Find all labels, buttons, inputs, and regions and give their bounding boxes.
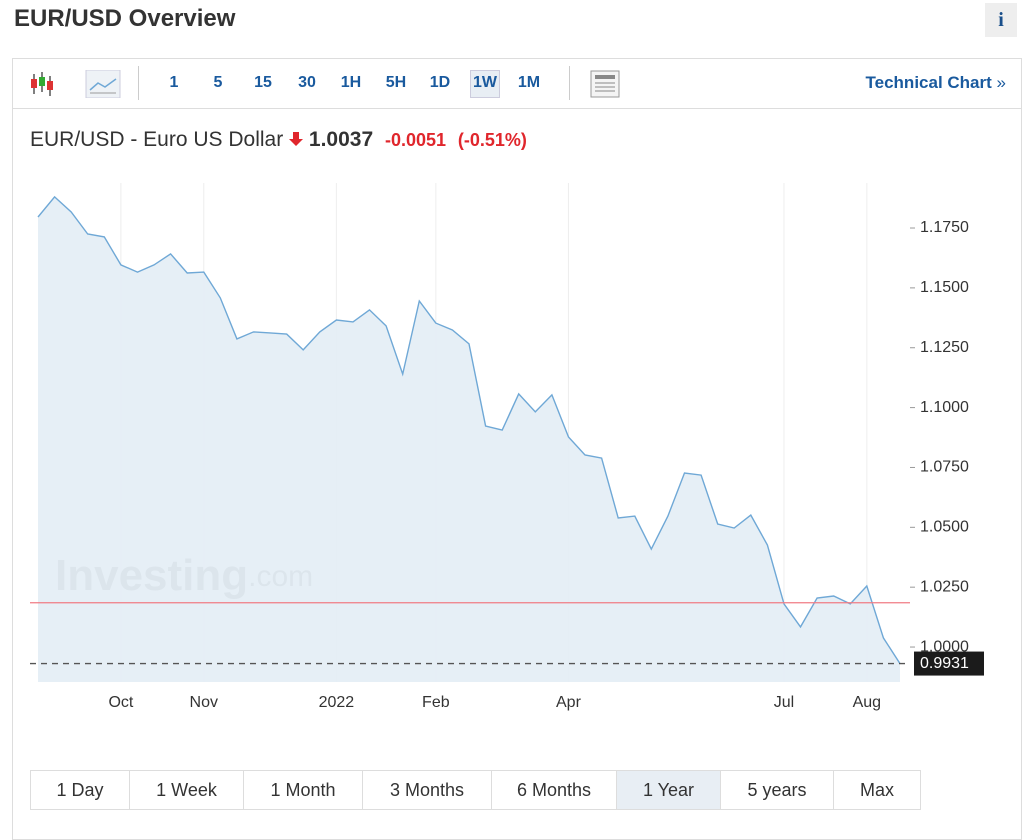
y-tick-label: 1.0000 xyxy=(920,638,969,655)
x-tick-label: Apr xyxy=(556,694,582,711)
x-tick-label: Nov xyxy=(190,694,218,711)
y-tick-label: 1.1000 xyxy=(920,399,969,416)
link-text: Technical Chart xyxy=(865,73,992,92)
change: -0.0051 xyxy=(385,130,447,150)
range-button[interactable]: 5 years xyxy=(721,771,834,809)
quote-line: EUR/USD - Euro US Dollar 1.0037 -0.0051 … xyxy=(30,128,527,152)
last-price-box xyxy=(914,651,984,676)
interval-button[interactable]: 5 xyxy=(213,74,223,91)
interval-button[interactable]: 15 xyxy=(254,74,272,91)
price: 1.0037 xyxy=(308,128,374,151)
y-tick-label: 1.0750 xyxy=(920,459,969,476)
interval-button[interactable]: 1W xyxy=(470,70,500,98)
y-tick-label: 1.1750 xyxy=(920,219,969,236)
x-tick-label: Oct xyxy=(108,694,133,711)
technical-chart-link[interactable]: Technical Chart » xyxy=(866,73,1006,93)
range-button[interactable]: 1 Year xyxy=(617,771,721,809)
interval-button[interactable]: 1H xyxy=(340,74,362,91)
instrument-name: EUR/USD - Euro US Dollar xyxy=(30,128,284,151)
page-title: EUR/USD Overview xyxy=(14,5,236,32)
y-tick-label: 1.1250 xyxy=(920,339,969,356)
range-button[interactable]: 1 Day xyxy=(31,771,130,809)
interval-button[interactable]: 5H xyxy=(385,74,407,91)
range-button[interactable]: 6 Months xyxy=(492,771,617,809)
toolbar: Technical Chart » 1 5 15 30 1H 5H 1D 1W 1M xyxy=(12,58,1022,109)
x-tick-label: Aug xyxy=(853,694,881,711)
settings-icon[interactable] xyxy=(590,70,620,98)
y-tick-label: 1.0250 xyxy=(920,578,969,595)
last-price-label: 0.9931 xyxy=(920,655,969,672)
range-buttons: 1 Day 1 Week 1 Month 3 Months 6 Months 1 Year… xyxy=(30,770,921,810)
range-button[interactable]: 1 Month xyxy=(244,771,363,809)
range-button[interactable]: Max xyxy=(859,780,894,800)
interval-button[interactable]: 30 xyxy=(298,74,316,91)
price-line xyxy=(37,195,901,664)
y-tick-label: 1.0500 xyxy=(920,519,969,536)
range-button[interactable]: 1 Week xyxy=(130,771,244,809)
info-button[interactable]: i xyxy=(985,3,1017,37)
down-arrow xyxy=(289,132,304,146)
interval-button[interactable]: 1D xyxy=(429,74,451,91)
separator xyxy=(569,66,570,100)
x-tick-label: Feb xyxy=(422,694,450,711)
separator xyxy=(138,66,139,100)
area-fill xyxy=(38,196,900,682)
x-tick-label: 2022 xyxy=(319,694,355,711)
y-tick-label: 1.1500 xyxy=(920,279,969,296)
range-button[interactable]: 3 Months xyxy=(363,771,492,809)
interval-button[interactable]: 1M xyxy=(517,74,541,91)
chevron: » xyxy=(996,73,1006,92)
change-percent: (-0.51%) xyxy=(457,130,527,150)
x-tick-label: Jul xyxy=(774,694,794,711)
chart-type-icons[interactable] xyxy=(30,70,140,98)
interval-button[interactable]: 1 xyxy=(169,74,179,91)
